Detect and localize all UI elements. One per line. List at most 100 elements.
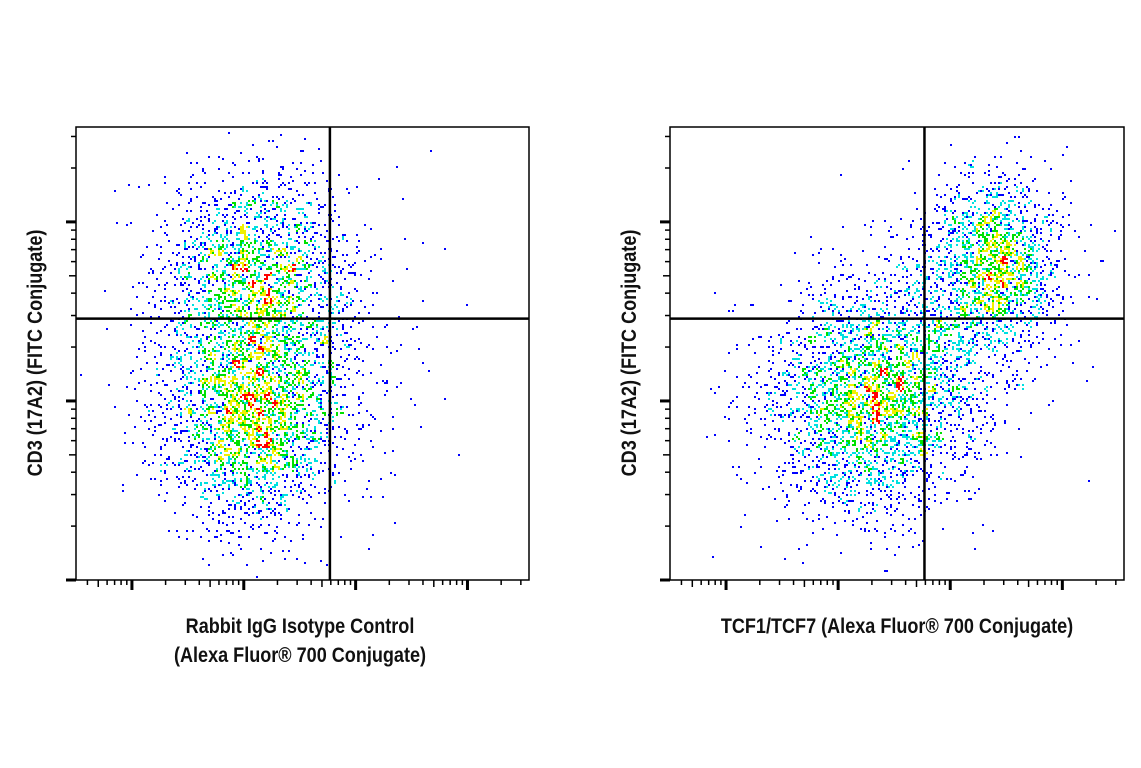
event-dot [218, 416, 220, 418]
event-dot [218, 254, 220, 256]
event-dot [244, 250, 246, 252]
event-dot [282, 278, 284, 280]
event-dot [242, 320, 244, 322]
event-dot [210, 418, 212, 420]
event-dot [202, 246, 204, 248]
event-dot [218, 476, 220, 478]
event-dot [252, 414, 254, 416]
event-dot [238, 300, 240, 302]
event-dot [282, 328, 284, 330]
event-dot [282, 494, 284, 496]
event-dot [302, 312, 304, 314]
event-dot [266, 444, 268, 446]
event-dot [198, 262, 200, 264]
event-dot [254, 372, 256, 374]
event-dot [354, 288, 356, 290]
event-dot [292, 470, 294, 472]
event-dot [206, 326, 208, 328]
event-dot [270, 512, 272, 514]
event-dot [282, 326, 284, 328]
event-dot [228, 288, 230, 290]
event-dot [198, 384, 200, 386]
event-dot [264, 180, 266, 182]
event-dot [300, 290, 302, 292]
event-dot [230, 312, 232, 314]
event-dot [362, 424, 364, 426]
figure: CD3 (17A2) (FITC Conjugate) Rabbit IgG I… [0, 0, 1141, 768]
event-dot [218, 522, 220, 524]
event-dot [252, 512, 254, 514]
event-dot [298, 382, 300, 384]
event-dot [266, 472, 268, 474]
event-dot [228, 486, 230, 488]
event-dot [316, 354, 318, 356]
event-dot [192, 222, 194, 224]
event-dot [276, 406, 278, 408]
event-dot [226, 432, 228, 434]
event-dot [280, 448, 282, 450]
event-dot [286, 326, 288, 328]
event-dot [302, 260, 304, 262]
event-dot [288, 440, 290, 442]
event-dot [320, 160, 322, 162]
event-dot [244, 366, 246, 368]
event-dot [286, 272, 288, 274]
event-dot [232, 348, 234, 350]
event-dot [252, 200, 254, 202]
event-dot [256, 400, 258, 402]
event-dot [296, 230, 298, 232]
event-dot [160, 354, 162, 356]
event-dot [246, 226, 248, 228]
event-dot [304, 252, 306, 254]
event-dot [184, 302, 186, 304]
event-dot [270, 340, 272, 342]
event-dot [266, 188, 268, 190]
event-dot [340, 412, 342, 414]
event-dot [260, 434, 262, 436]
event-dot [232, 462, 234, 464]
event-dot [254, 238, 256, 240]
event-dot [242, 280, 244, 282]
event-dot [268, 382, 270, 384]
event-dot [356, 424, 358, 426]
event-dot [214, 452, 216, 454]
event-dot [250, 338, 252, 340]
event-dot [300, 150, 302, 152]
event-dot [252, 252, 254, 254]
event-dot [300, 268, 302, 270]
event-dot [244, 238, 246, 240]
event-dot [142, 254, 144, 256]
event-dot [284, 450, 286, 452]
event-dot [232, 266, 234, 268]
event-dot [298, 514, 300, 516]
event-dot [248, 432, 250, 434]
event-dot [180, 408, 182, 410]
event-dot [198, 380, 200, 382]
event-dot [280, 296, 282, 298]
event-dot [188, 470, 190, 472]
event-dot [276, 262, 278, 264]
event-dot [148, 272, 150, 274]
event-dot [370, 414, 372, 416]
event-dot [148, 464, 150, 466]
event-dot [254, 352, 256, 354]
event-dot [238, 390, 240, 392]
event-dot [302, 346, 304, 348]
event-dot [230, 380, 232, 382]
event-dot [232, 398, 234, 400]
event-dot [310, 270, 312, 272]
event-dot [322, 256, 324, 258]
event-dot [258, 324, 260, 326]
event-dot [296, 208, 298, 210]
event-dot [286, 510, 288, 512]
event-dot [270, 390, 272, 392]
event-dot [332, 264, 334, 266]
event-dot [280, 312, 282, 314]
event-dot [238, 250, 240, 252]
event-dot [298, 274, 300, 276]
event-dot [292, 342, 294, 344]
event-dot [232, 358, 234, 360]
event-dot [220, 252, 222, 254]
event-dot [276, 266, 278, 268]
event-dot [182, 290, 184, 292]
